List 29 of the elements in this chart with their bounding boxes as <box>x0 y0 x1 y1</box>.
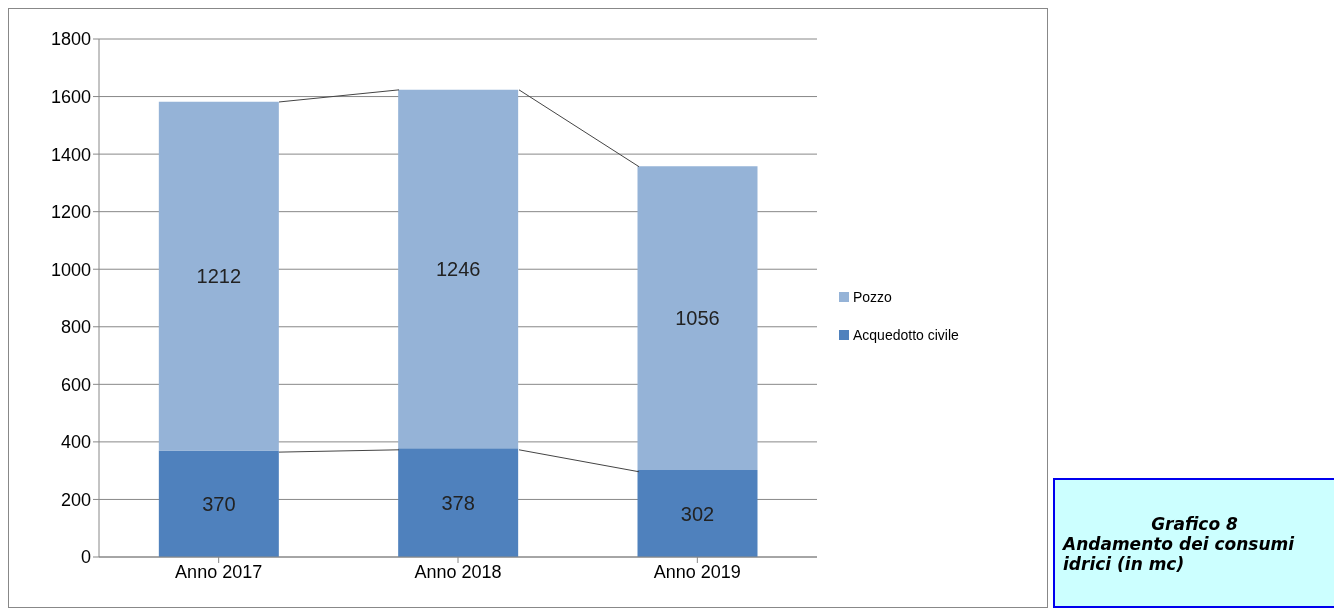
y-tick-label: 600 <box>60 374 91 395</box>
bar <box>158 450 279 557</box>
bar <box>398 89 519 449</box>
data-label: 1246 <box>435 258 481 281</box>
x-tick-label: Anno 2017 <box>175 561 263 582</box>
legend-label: Pozzo <box>853 289 892 305</box>
y-tick-label: 200 <box>60 489 91 510</box>
legend-label: Acquedotto civile <box>853 327 959 343</box>
x-tick-label: Anno 2018 <box>414 561 502 582</box>
data-label: 370 <box>202 492 236 515</box>
y-tick-label: 400 <box>60 432 91 453</box>
bar <box>637 470 758 557</box>
data-label: 378 <box>441 491 475 514</box>
y-tick-label: 1400 <box>50 144 91 165</box>
data-label: 1212 <box>196 265 242 288</box>
y-tick-label: 1800 <box>50 29 91 50</box>
x-tick-label: Anno 2019 <box>653 561 741 582</box>
bar <box>158 101 279 451</box>
text: Grafico 8 <box>1150 514 1239 534</box>
bar <box>398 448 519 557</box>
data-label: 302 <box>680 502 715 525</box>
bar <box>637 166 758 471</box>
text: Andamento dei consumi idrici (in mc) <box>1061 534 1296 574</box>
y-tick-label: 1200 <box>50 202 91 223</box>
data-label: 1056 <box>675 307 720 330</box>
y-tick-label: 1000 <box>50 259 91 280</box>
y-tick-label: 800 <box>60 317 91 338</box>
y-tick-label: 0 <box>80 547 91 568</box>
y-tick-label: 1600 <box>50 86 91 107</box>
